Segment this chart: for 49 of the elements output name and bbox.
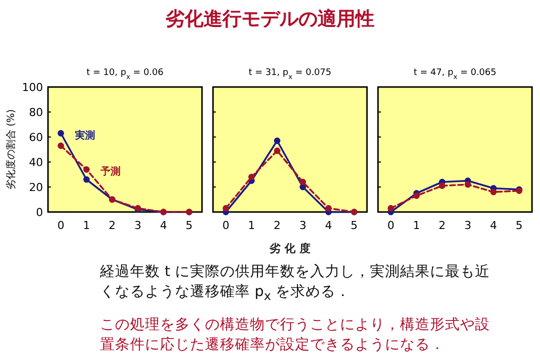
x-tick-label: 3 xyxy=(134,219,142,232)
x-tick-label: 4 xyxy=(490,219,497,232)
chart-title: t = 10, p$_{x}$ = 0.06 xyxy=(86,68,164,81)
point xyxy=(58,130,64,136)
point xyxy=(248,174,255,180)
x-tick-label: 5 xyxy=(186,219,193,232)
x-tick-label: 0 xyxy=(57,219,64,232)
x-axis-title: 劣 化 度 xyxy=(268,242,310,255)
series-label: 実測 xyxy=(74,129,95,142)
x-tick-label: 1 xyxy=(83,219,90,232)
text: 劣化進行モデルの適用性 xyxy=(164,7,376,32)
point xyxy=(413,192,420,199)
point xyxy=(325,205,332,212)
y-tick-label: 0 xyxy=(36,206,43,219)
point xyxy=(388,205,394,212)
x-tick-label: 0 xyxy=(222,219,230,232)
text: この処理を多くの構造物で行うことにより，構造形式や設置条件に応じた遷移確率が設定できるようになる． xyxy=(100,316,490,355)
x-tick-label: 5 xyxy=(516,219,523,232)
point xyxy=(300,178,306,186)
x-tick-label: 4 xyxy=(325,219,332,232)
x-tick-label: 2 xyxy=(438,219,446,232)
x-tick-label: 0 xyxy=(387,219,394,232)
x-tick-label: 3 xyxy=(299,219,306,232)
y-tick-label: 20 xyxy=(29,181,43,194)
x-tick-label: 1 xyxy=(248,219,255,232)
x-tick-label: 3 xyxy=(464,219,472,232)
x-tick-label: 4 xyxy=(160,219,167,232)
point xyxy=(274,138,280,144)
y-tick-label: 100 xyxy=(22,81,43,94)
x-tick-label: 2 xyxy=(274,219,281,232)
x-tick-label: 1 xyxy=(413,219,420,232)
point xyxy=(438,182,446,189)
series-label: 予測 xyxy=(100,166,120,178)
chart-title: t = 31, p$_{x}$ = 0.075 xyxy=(248,68,332,81)
chart-title: t = 47, p$_{x}$ = 0.065 xyxy=(414,68,496,81)
y-tick-label: 80 xyxy=(29,106,43,119)
x-tick-label: 2 xyxy=(108,219,116,232)
y-axis-title: 劣化度の割合 (%) xyxy=(5,109,17,190)
point xyxy=(83,166,90,173)
y-tick-label: 60 xyxy=(29,131,43,144)
point xyxy=(58,142,64,149)
text: 経過年数 t に実際の供用年数を入力し，実測結果に最も近くなるような遷移確率 p$_{x}$ を求める． xyxy=(100,262,490,305)
x-tick-label: 5 xyxy=(350,219,358,232)
y-tick-label: 40 xyxy=(29,156,43,169)
point xyxy=(464,181,472,188)
point xyxy=(83,176,90,183)
point xyxy=(274,148,280,154)
point xyxy=(222,205,230,212)
point xyxy=(490,188,497,196)
